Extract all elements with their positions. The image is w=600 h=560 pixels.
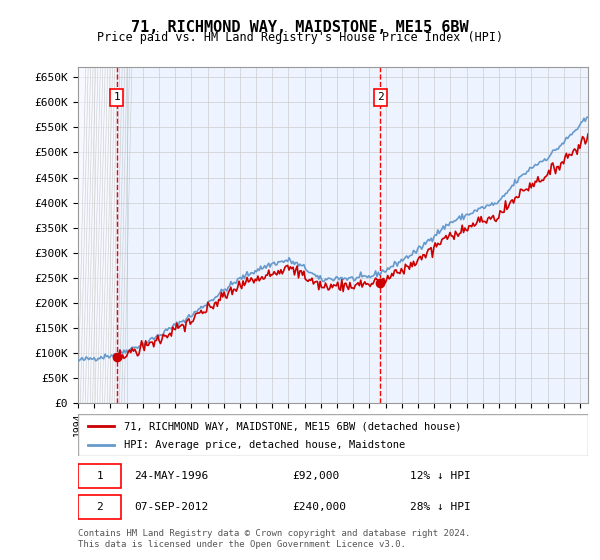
Text: 07-SEP-2012: 07-SEP-2012 xyxy=(134,502,208,512)
FancyBboxPatch shape xyxy=(78,494,121,519)
Text: 71, RICHMOND WAY, MAIDSTONE, ME15 6BW (detached house): 71, RICHMOND WAY, MAIDSTONE, ME15 6BW (d… xyxy=(124,421,461,431)
Text: HPI: Average price, detached house, Maidstone: HPI: Average price, detached house, Maid… xyxy=(124,440,405,450)
Text: £240,000: £240,000 xyxy=(292,502,346,512)
Text: 2: 2 xyxy=(96,502,103,512)
Text: 1: 1 xyxy=(96,471,103,481)
Text: £92,000: £92,000 xyxy=(292,471,340,481)
Bar xyxy=(78,67,116,403)
Text: 12% ↓ HPI: 12% ↓ HPI xyxy=(409,471,470,481)
Text: 2: 2 xyxy=(377,92,384,102)
Text: Contains HM Land Registry data © Crown copyright and database right 2024.
This d: Contains HM Land Registry data © Crown c… xyxy=(78,529,470,549)
Text: Price paid vs. HM Land Registry's House Price Index (HPI): Price paid vs. HM Land Registry's House … xyxy=(97,31,503,44)
Text: 71, RICHMOND WAY, MAIDSTONE, ME15 6BW: 71, RICHMOND WAY, MAIDSTONE, ME15 6BW xyxy=(131,20,469,35)
Text: 1: 1 xyxy=(113,92,120,102)
Text: 24-MAY-1996: 24-MAY-1996 xyxy=(134,471,208,481)
FancyBboxPatch shape xyxy=(78,414,588,456)
Text: 28% ↓ HPI: 28% ↓ HPI xyxy=(409,502,470,512)
FancyBboxPatch shape xyxy=(78,464,121,488)
